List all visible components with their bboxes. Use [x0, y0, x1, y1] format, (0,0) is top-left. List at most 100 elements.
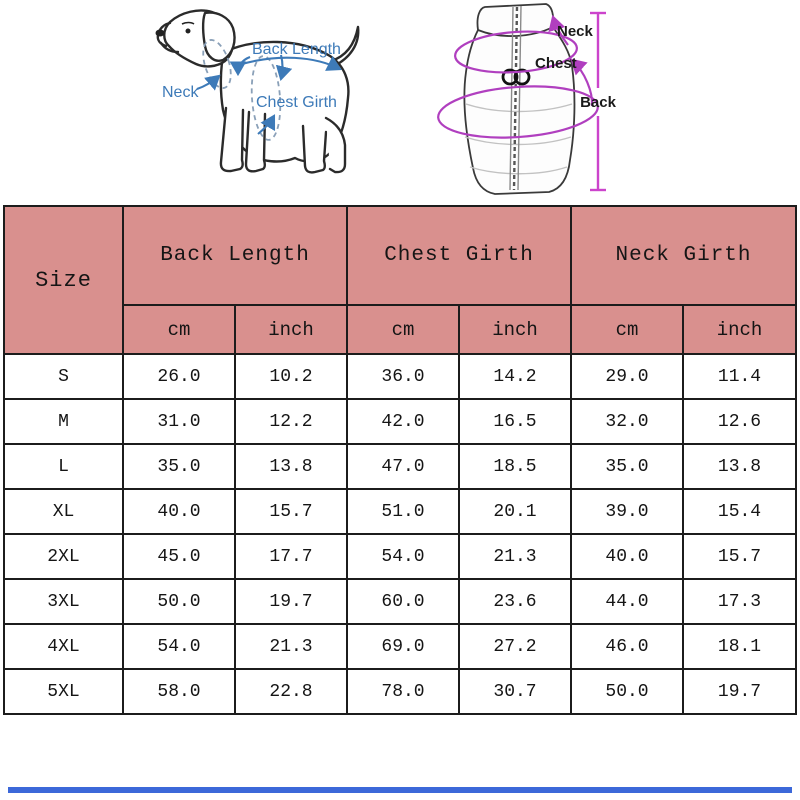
dog-ear — [201, 11, 236, 62]
value-cell: 78.0 — [346, 668, 460, 715]
value-cell: 50.0 — [570, 668, 684, 715]
vest-measurement-diagram-icon: Neck Chest Back — [437, 3, 617, 195]
value-cell: 18.5 — [458, 443, 572, 490]
dog-eye — [185, 28, 191, 34]
value-cell: 20.1 — [458, 488, 572, 535]
dog-mouth — [159, 41, 180, 54]
value-cell: 17.3 — [682, 578, 797, 625]
dog-eyebrow — [181, 21, 195, 25]
vest-chest-arrow — [570, 58, 594, 107]
dog-hind-leg-2 — [324, 116, 347, 174]
size-label: 3XL — [3, 578, 124, 625]
unit-header-cm: cm — [346, 304, 460, 355]
zipper-teeth — [512, 6, 519, 191]
table-row: 3XL 50.0 19.7 60.0 23.6 44.0 17.3 — [3, 578, 797, 625]
value-cell: 30.7 — [458, 668, 572, 715]
value-cell: 44.0 — [570, 578, 684, 625]
vest-quilt-seam — [464, 136, 572, 146]
value-cell: 36.0 — [346, 353, 460, 400]
table-row: 2XL 45.0 17.7 54.0 21.3 40.0 15.7 — [3, 533, 797, 580]
table-row: 4XL 54.0 21.3 69.0 27.2 46.0 18.1 — [3, 623, 797, 670]
vest-neck-label: Neck — [557, 23, 594, 40]
back-length-header: Back Length — [122, 205, 348, 306]
vest-back-label: Back — [580, 94, 617, 111]
value-cell: 10.2 — [234, 353, 348, 400]
value-cell: 12.6 — [682, 398, 797, 445]
bottom-divider-bar — [8, 787, 792, 793]
value-cell: 15.4 — [682, 488, 797, 535]
size-label: XL — [3, 488, 124, 535]
table-row: S 26.0 10.2 36.0 14.2 29.0 11.4 — [3, 353, 797, 400]
value-cell: 50.0 — [122, 578, 236, 625]
value-cell: 32.0 — [570, 398, 684, 445]
dog-chest-girth-ellipse — [250, 55, 282, 141]
unit-header-cm: cm — [570, 304, 684, 355]
value-cell: 40.0 — [122, 488, 236, 535]
value-cell: 29.0 — [570, 353, 684, 400]
value-cell: 45.0 — [122, 533, 236, 580]
vest-chest-label: Chest — [535, 55, 577, 72]
table-row: XL 40.0 15.7 51.0 20.1 39.0 15.4 — [3, 488, 797, 535]
value-cell: 23.6 — [458, 578, 572, 625]
value-cell: 21.3 — [458, 533, 572, 580]
vest-neck-arrow — [548, 14, 569, 46]
size-label: 2XL — [3, 533, 124, 580]
value-cell: 27.2 — [458, 623, 572, 670]
unit-header-inch: inch — [234, 304, 348, 355]
value-cell: 17.7 — [234, 533, 348, 580]
vest-chest-ellipse — [437, 85, 599, 139]
value-cell: 26.0 — [122, 353, 236, 400]
size-chart-table: Size Back Length Chest Girth Neck Girth … — [3, 205, 797, 715]
dog-front-leg-2 — [244, 110, 267, 173]
unit-header-inch: inch — [458, 304, 572, 355]
value-cell: 47.0 — [346, 443, 460, 490]
value-cell: 42.0 — [346, 398, 460, 445]
chest-top-arrow — [275, 54, 293, 82]
table-row: L 35.0 13.8 47.0 18.5 35.0 13.8 — [3, 443, 797, 490]
value-cell: 19.7 — [682, 668, 797, 715]
value-cell: 51.0 — [346, 488, 460, 535]
value-cell: 19.7 — [234, 578, 348, 625]
value-cell: 21.3 — [234, 623, 348, 670]
value-cell: 39.0 — [570, 488, 684, 535]
zipper-edge — [517, 5, 522, 191]
size-column-header: Size — [3, 205, 124, 355]
value-cell: 15.7 — [234, 488, 348, 535]
dog-back-length-label: Back Length — [252, 41, 341, 58]
value-cell: 12.2 — [234, 398, 348, 445]
value-cell: 16.5 — [458, 398, 572, 445]
chest-bottom-arrow — [257, 114, 276, 135]
size-label: L — [3, 443, 124, 490]
vest-neck-ellipse — [454, 30, 578, 74]
unit-header-cm: cm — [122, 304, 236, 355]
unit-header-inch: inch — [682, 304, 797, 355]
dog-measurement-diagram-icon: Back Length Neck Chest Girth — [155, 9, 360, 174]
value-cell: 13.8 — [234, 443, 348, 490]
table-row: M 31.0 12.2 42.0 16.5 32.0 12.6 — [3, 398, 797, 445]
value-cell: 60.0 — [346, 578, 460, 625]
value-cell: 22.8 — [234, 668, 348, 715]
dog-hind-leg — [301, 124, 328, 174]
value-cell: 13.8 — [682, 443, 797, 490]
back-length-arrow — [229, 56, 251, 77]
zipper-edge — [509, 6, 514, 191]
size-label: M — [3, 398, 124, 445]
back-length-measure-line — [241, 55, 342, 71]
value-cell: 15.7 — [682, 533, 797, 580]
value-cell: 54.0 — [346, 533, 460, 580]
value-cell: 69.0 — [346, 623, 460, 670]
dog-neck-girth-ellipse — [202, 39, 232, 89]
dog-front-leg — [219, 106, 245, 173]
chest-girth-header: Chest Girth — [346, 205, 572, 306]
d-ring-icon — [501, 68, 519, 86]
value-cell: 14.2 — [458, 353, 572, 400]
dog-nose — [155, 29, 165, 37]
value-cell: 58.0 — [122, 668, 236, 715]
neck-label-arrow — [196, 74, 221, 91]
dog-neck-label: Neck — [162, 84, 199, 101]
size-label: 5XL — [3, 668, 124, 715]
value-cell: 35.0 — [570, 443, 684, 490]
value-cell: 18.1 — [682, 623, 797, 670]
value-cell: 54.0 — [122, 623, 236, 670]
